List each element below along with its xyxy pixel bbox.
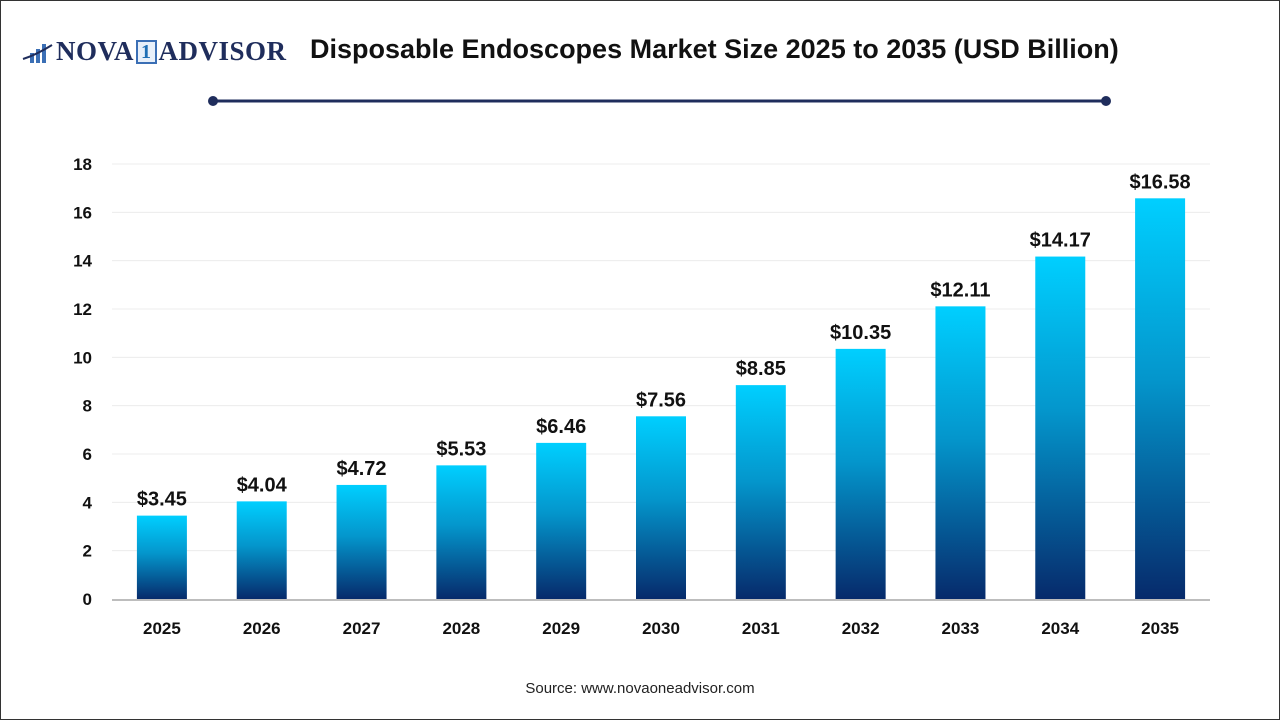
bar-2031 bbox=[735, 385, 786, 599]
y-tick-label: 4 bbox=[83, 493, 93, 512]
data-label: $4.72 bbox=[337, 458, 387, 480]
bar-chart-logo-icon bbox=[22, 43, 53, 63]
bar-2027 bbox=[336, 484, 387, 599]
x-tick-label: 2028 bbox=[442, 619, 480, 638]
source-note: Source: www.novaoneadvisor.com bbox=[525, 680, 755, 697]
data-label: $4.04 bbox=[237, 474, 288, 496]
bar-2035 bbox=[1135, 198, 1186, 600]
x-tick-label: 2029 bbox=[542, 619, 580, 638]
data-label: $3.45 bbox=[137, 489, 187, 511]
chart-title: Disposable Endoscopes Market Size 2025 t… bbox=[310, 34, 1119, 64]
logo-text-one: 1 bbox=[136, 39, 157, 64]
x-tick-label: 2035 bbox=[1141, 619, 1179, 638]
bar-2029 bbox=[536, 442, 587, 599]
bar-2026 bbox=[236, 501, 287, 599]
y-tick-label: 16 bbox=[73, 203, 92, 222]
x-tick-label: 2033 bbox=[942, 619, 980, 638]
logo-text-nova: NOVA bbox=[56, 36, 135, 66]
bar-2033 bbox=[935, 306, 986, 599]
y-tick-label: 8 bbox=[83, 397, 92, 416]
y-tick-label: 2 bbox=[83, 542, 92, 561]
x-tick-label: 2026 bbox=[243, 619, 281, 638]
y-tick-label: 12 bbox=[73, 300, 92, 319]
x-tick-label: 2025 bbox=[143, 619, 181, 638]
nova-advisor-logo: NOVA 1 ADVISOR bbox=[22, 36, 287, 67]
title-rule-dot-left bbox=[208, 96, 218, 106]
y-tick-label: 18 bbox=[73, 155, 92, 174]
y-tick-label: 0 bbox=[83, 590, 92, 609]
data-label: $10.35 bbox=[830, 322, 891, 344]
data-label: $8.85 bbox=[736, 358, 786, 380]
data-label: $16.58 bbox=[1130, 171, 1191, 193]
x-tick-label: 2031 bbox=[742, 619, 780, 638]
x-tick-label: 2032 bbox=[842, 619, 880, 638]
x-tick-label: 2034 bbox=[1041, 619, 1079, 638]
data-label: $6.46 bbox=[536, 416, 586, 438]
bar-2028 bbox=[436, 465, 487, 599]
logo-text-advisor: ADVISOR bbox=[158, 36, 287, 66]
x-tick-label: 2027 bbox=[343, 619, 381, 638]
data-label: $14.17 bbox=[1030, 230, 1091, 252]
bar-2032 bbox=[835, 348, 886, 599]
x-tick-label: 2030 bbox=[642, 619, 680, 638]
y-tick-label: 6 bbox=[83, 445, 92, 464]
data-label: $5.53 bbox=[436, 438, 486, 460]
y-tick-label: 10 bbox=[73, 348, 92, 367]
bar-2030 bbox=[636, 416, 686, 599]
bar-2025 bbox=[136, 515, 187, 599]
data-label: $12.11 bbox=[930, 279, 990, 301]
y-tick-label: 14 bbox=[73, 252, 92, 271]
bar-2034 bbox=[1035, 256, 1086, 599]
data-label: $7.56 bbox=[636, 389, 686, 411]
title-rule-dot-right bbox=[1101, 96, 1111, 106]
